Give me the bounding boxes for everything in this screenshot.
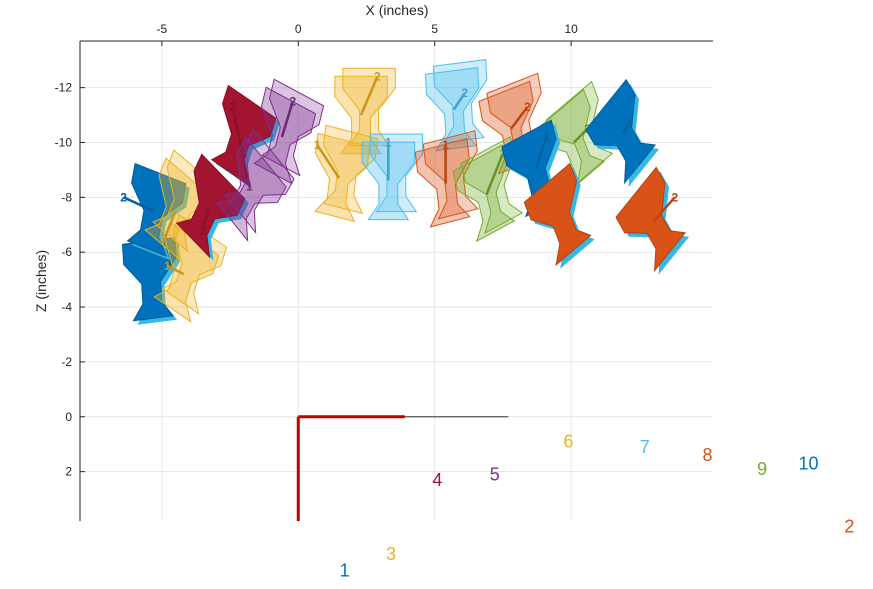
- gripper-pose: 2: [334, 67, 396, 155]
- y-tick-label: -12: [55, 81, 73, 95]
- y-tick-label: -8: [61, 190, 72, 204]
- pose-back-face: [322, 124, 379, 215]
- pose-point-label: 2: [199, 223, 206, 237]
- pose-point-label: 2: [374, 70, 381, 84]
- y-tick-label: -2: [61, 355, 72, 369]
- pose-link: [166, 264, 185, 276]
- x-tick-label: 5: [431, 22, 438, 36]
- pose-point-label: 2: [461, 86, 468, 100]
- pose-link: [572, 127, 589, 144]
- pose-point-label: 2: [671, 190, 678, 204]
- pose-body: [615, 166, 687, 273]
- series-number-label: 6: [563, 431, 573, 451]
- pose-point-label: 1: [385, 135, 392, 149]
- pose-point-label: 1: [164, 259, 171, 273]
- pose-body: [121, 237, 177, 322]
- pose-link: [621, 122, 630, 135]
- pose-point-label: 1: [442, 138, 449, 152]
- gripper-pose: 12: [210, 84, 280, 193]
- series-number-label: 1: [340, 560, 350, 580]
- pose-link: [485, 152, 505, 196]
- series-number-label: 8: [703, 445, 713, 465]
- pose-back-face: [224, 128, 295, 235]
- gripper-pose: 1: [361, 133, 424, 221]
- pose-body: [537, 88, 606, 193]
- y-tick-label: -6: [61, 245, 72, 259]
- pose-body: [216, 136, 287, 243]
- pose-back-face: [369, 133, 424, 213]
- y-axis-label: Z (inches): [33, 250, 49, 312]
- pose-point-label: 2: [161, 231, 168, 245]
- pose-link: [652, 196, 676, 223]
- y-tick-label: 0: [65, 410, 72, 424]
- gripper-pose: 2: [615, 166, 690, 275]
- series-number-label: 9: [757, 459, 767, 479]
- pose-body: [585, 78, 657, 185]
- gripper-pose: [121, 237, 180, 325]
- y-tick-label: -4: [61, 300, 72, 314]
- pose-point-label: 2: [229, 100, 236, 114]
- gripper-pose: 1: [314, 124, 379, 223]
- series-number-label: 2: [844, 516, 854, 536]
- series-number-label: 5: [490, 464, 500, 484]
- gripper-pose: 2: [537, 80, 614, 193]
- pose-point-label: 2: [289, 94, 296, 108]
- series-number-label: 3: [386, 544, 396, 564]
- pose-link: [534, 136, 548, 171]
- pose-point-label: 1: [543, 130, 550, 144]
- pose-point-label: 2: [625, 116, 632, 130]
- pose-body: [175, 153, 246, 259]
- pose-body: [424, 67, 480, 152]
- pose-link: [201, 208, 210, 231]
- gripper-pose: 2: [253, 78, 325, 185]
- gripper-pose: [523, 162, 595, 269]
- pose-body: [314, 132, 371, 223]
- y-tick-label: 2: [65, 465, 72, 479]
- pose-point-label: 1: [500, 146, 507, 160]
- origin-frame: [296, 415, 509, 521]
- pose-body: [523, 162, 592, 267]
- pose-link: [316, 144, 341, 179]
- series-number-label: 10: [798, 453, 818, 473]
- pose-link: [163, 210, 177, 239]
- gripper-pose: 2: [175, 153, 249, 261]
- gripper-poses: 212212212121212122: [120, 59, 690, 325]
- pose-body: [414, 138, 471, 228]
- pose-point-label: 1: [314, 138, 321, 152]
- x-tick-label: -5: [157, 22, 168, 36]
- pose-point-label: 1: [246, 179, 253, 193]
- series-number-label: 7: [640, 437, 650, 457]
- x-tick-label: 0: [295, 22, 302, 36]
- series-labels: 1 2 3 4 5 6 7 8 9 10: [340, 431, 855, 580]
- pose-body: [253, 86, 317, 185]
- gripper-pose: [216, 128, 295, 243]
- pose-link: [452, 92, 466, 111]
- pose-back-face: [422, 130, 479, 220]
- axes: -5 0 5 10 -12 -10 -8 -6 -4 -2 0 2: [55, 22, 713, 521]
- gripper-pose: 2: [424, 59, 488, 152]
- pose-back-face: [261, 78, 325, 177]
- y-tick-label: -10: [55, 135, 73, 149]
- gripper-pose: 2: [585, 78, 660, 187]
- x-axis-label: X (inches): [365, 2, 428, 18]
- pose-link: [280, 100, 295, 138]
- pose-link: [359, 76, 379, 116]
- series-number-label: 4: [432, 470, 442, 490]
- pose-link: [510, 106, 529, 130]
- pose-point-label: 2: [524, 100, 531, 114]
- pose-point-label: 2: [120, 190, 127, 204]
- gripper-pose: 1: [414, 130, 479, 228]
- x-tick-label: 10: [564, 22, 578, 36]
- pose-link: [123, 196, 155, 213]
